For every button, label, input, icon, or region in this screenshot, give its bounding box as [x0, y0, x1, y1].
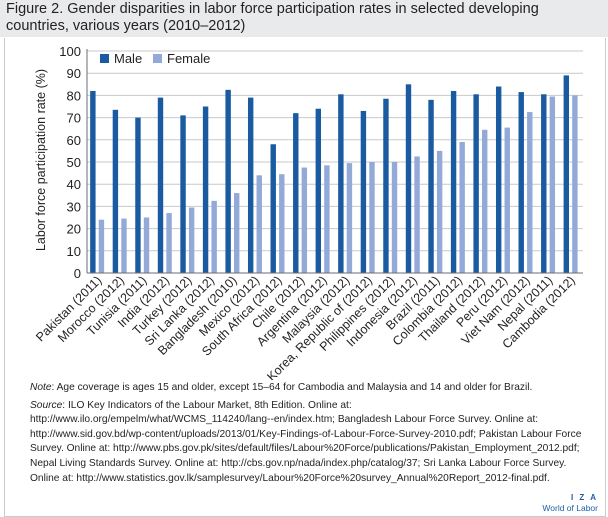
y-tick-label: 30 [67, 199, 81, 214]
bar-male [247, 97, 254, 274]
y-tick-labels: 0 10 20 30 40 50 60 70 80 90 100 [59, 44, 81, 281]
bar-female [346, 163, 353, 273]
bar-female [436, 150, 443, 273]
bar-male [360, 110, 367, 273]
bar-female [211, 200, 217, 273]
bars [90, 75, 578, 274]
bar-chart: 0 10 20 30 40 50 60 70 80 90 100 Pakistan (2011)Mo… [33, 44, 583, 380]
y-tick-label: 20 [67, 222, 81, 237]
title-bar: Figure 2. Gender disparities in labor fo… [0, 0, 608, 37]
bar-female [301, 167, 308, 273]
y-tick-label: 10 [67, 244, 81, 259]
bar-female [482, 129, 488, 273]
y-axis-label: Labor force participation rate (%) [34, 69, 48, 251]
bar-female [527, 112, 533, 273]
y-tick-label: 80 [67, 88, 81, 103]
bar-female [572, 95, 578, 274]
bar-male [270, 144, 276, 273]
source-text: : ILO Key Indicators of the Labour Marke… [30, 399, 582, 484]
note-text: : Age coverage is ages 15 and older, exc… [51, 382, 533, 393]
figure-title: Figure 2. Gender disparities in labor fo… [6, 1, 539, 34]
bar-female [121, 218, 127, 273]
bar-male [135, 117, 141, 273]
bar-male [495, 86, 502, 274]
bar-male [180, 115, 186, 273]
legend-swatch-male [100, 54, 109, 63]
y-tick-label: 50 [67, 155, 81, 170]
x-tick-labels: Pakistan (2011)Morocco (2012)Tunisia (20… [33, 273, 578, 380]
bar-female [279, 174, 285, 273]
legend: Male Female [100, 51, 210, 66]
bar-female [143, 217, 150, 273]
iza-logo: I Z A World of Labor [542, 493, 598, 513]
bar-female [98, 219, 105, 273]
bar-female [188, 207, 195, 273]
bar-male [541, 94, 547, 273]
bar-female [459, 142, 465, 273]
bar-female [414, 156, 420, 273]
note-paragraph: Note: Age coverage is ages 15 and older,… [30, 381, 590, 396]
bar-male [518, 92, 524, 273]
source-label: Source [30, 399, 63, 411]
iza-logo-text: I Z A [570, 493, 598, 502]
bar-female [369, 162, 375, 273]
figure-notes: Note: Age coverage is ages 15 and older,… [30, 381, 590, 489]
bar-male [112, 109, 119, 273]
bar-male [473, 94, 479, 273]
legend-label-male: Male [114, 51, 142, 66]
bar-female [256, 175, 262, 273]
note-label: Note [30, 382, 52, 393]
y-tick-label: 40 [67, 177, 81, 192]
bar-male [202, 106, 209, 273]
bar-female [504, 127, 510, 273]
bar-female [324, 165, 330, 273]
y-tick-label: 100 [59, 44, 81, 59]
y-tick-label: 60 [67, 133, 81, 148]
bar-male [428, 99, 434, 273]
y-tick-label: 70 [67, 111, 81, 126]
y-tick-label: 0 [74, 266, 81, 281]
legend-label-female: Female [167, 51, 210, 66]
bar-female [549, 96, 556, 273]
bar-male [563, 75, 570, 273]
bar-female [166, 213, 172, 273]
bar-male [157, 97, 164, 274]
axes [86, 49, 583, 274]
bar-male [315, 108, 322, 273]
bar-male [450, 90, 457, 274]
bar-male [293, 113, 299, 273]
bar-male [405, 84, 412, 273]
bar-male [383, 98, 389, 273]
world-of-labor-text: World of Labor [542, 503, 598, 513]
bar-male [338, 94, 344, 273]
legend-swatch-female [153, 54, 162, 63]
source-paragraph: Source: ILO Key Indicators of the Labour… [30, 399, 590, 487]
bar-female [234, 193, 240, 273]
bar-female [391, 162, 398, 273]
bar-male [90, 90, 96, 274]
bar-male [225, 89, 231, 273]
y-tick-label: 90 [67, 66, 81, 81]
